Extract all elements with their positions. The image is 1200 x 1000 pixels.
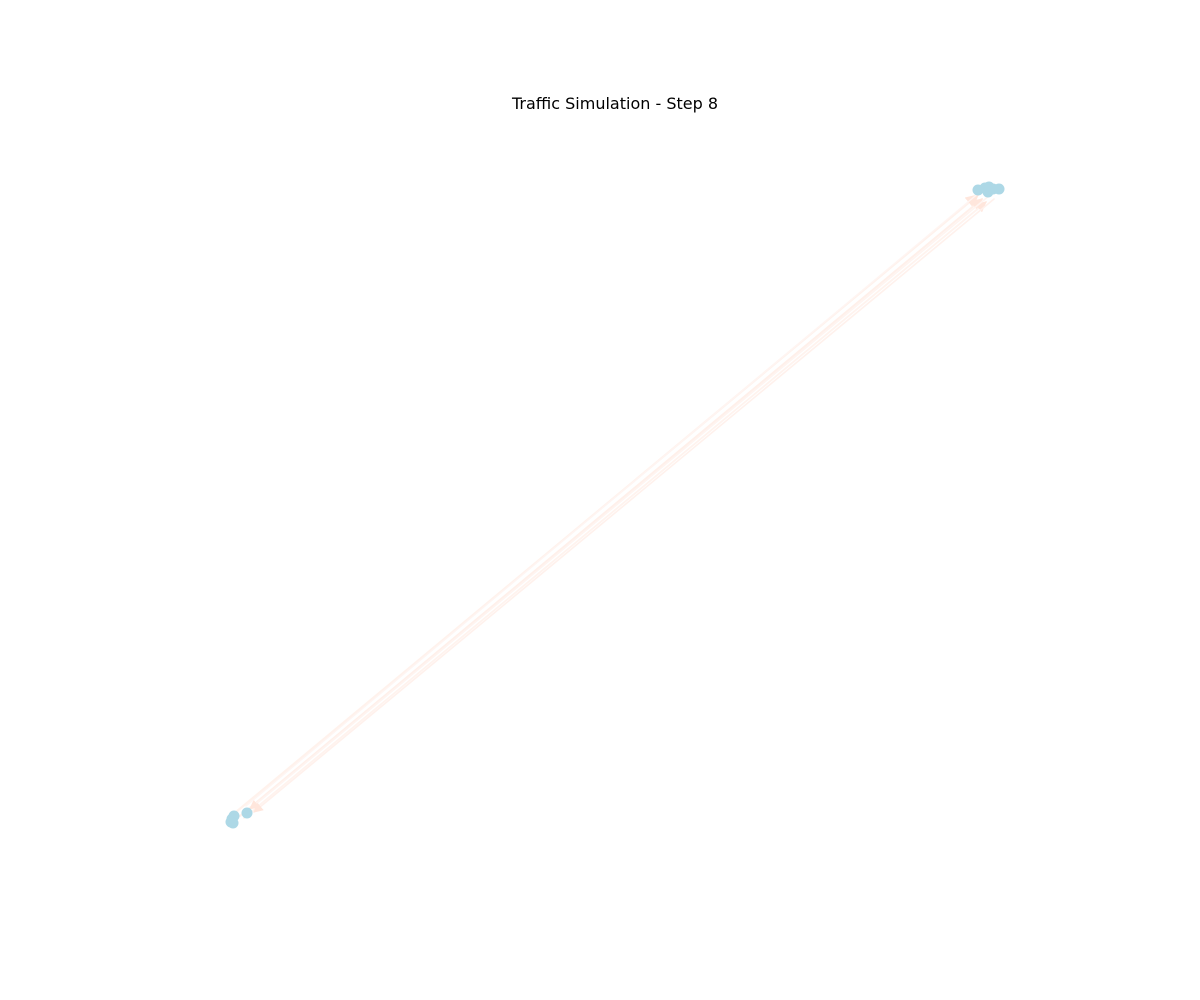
road-edge: [239, 198, 983, 817]
road-edge: [249, 194, 991, 810]
intersection-node: [993, 183, 1005, 195]
intersection-node: [241, 807, 253, 819]
chart-title: Traffic Simulation - Step 8: [511, 94, 719, 113]
intersection-node: [227, 817, 239, 829]
road-edge: [243, 201, 987, 819]
road-edge: [245, 191, 981, 807]
edge-group: [234, 191, 995, 819]
road-edge: [253, 198, 995, 813]
node-group: [225, 181, 1005, 829]
